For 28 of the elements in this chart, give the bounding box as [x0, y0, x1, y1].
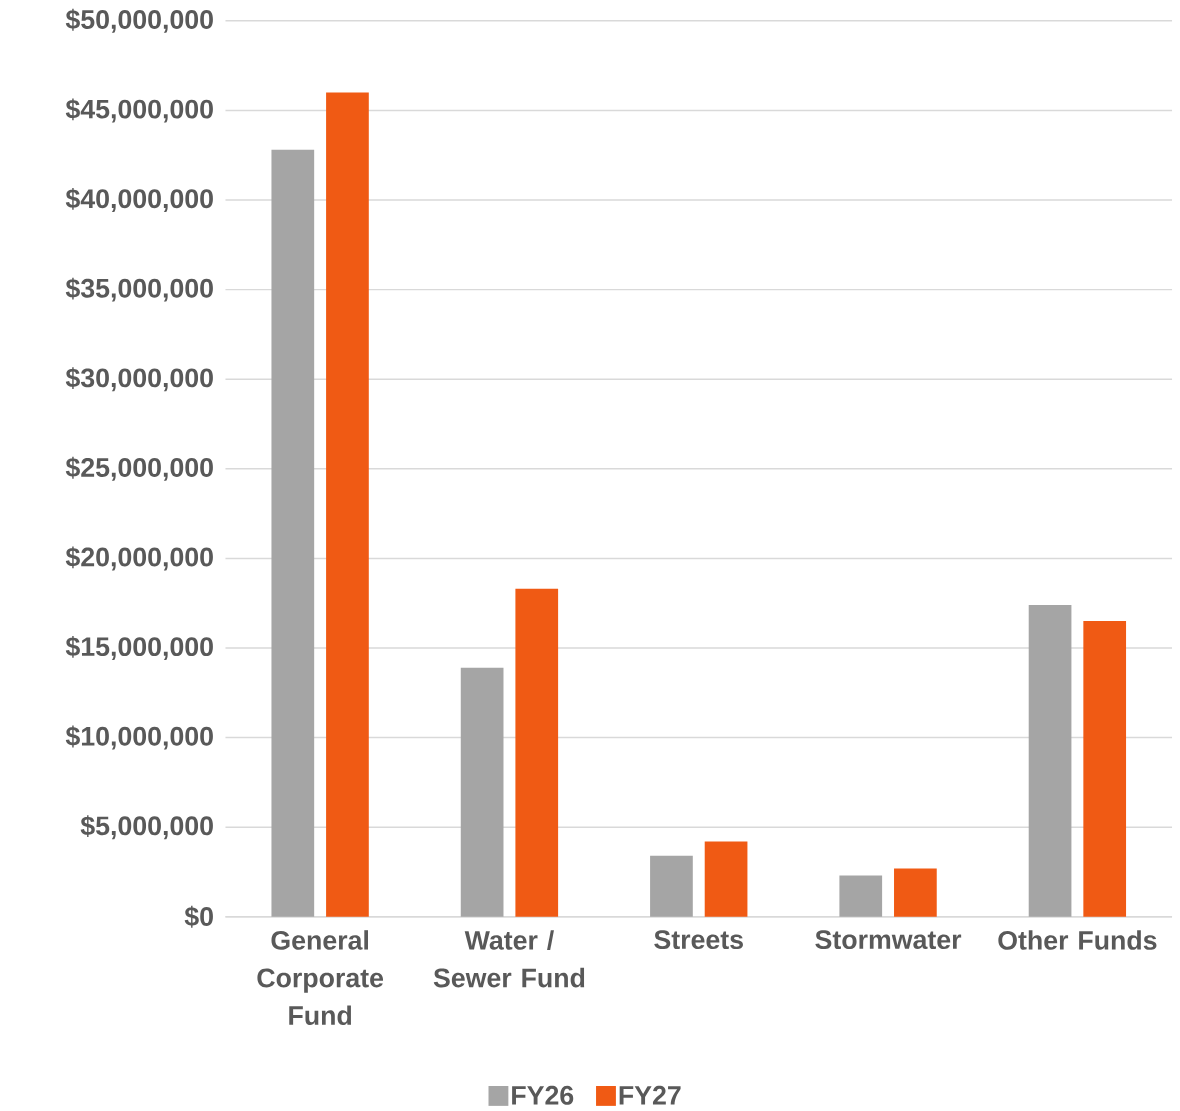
x-tick-label: Other Funds	[998, 929, 1157, 950]
bar	[460, 667, 504, 917]
legend-label: FY27	[619, 1085, 681, 1105]
y-tick-label: $0	[184, 905, 213, 928]
bar	[1083, 620, 1127, 917]
x-tick-label: Streets	[654, 929, 743, 949]
bar	[515, 588, 559, 917]
bar	[704, 841, 748, 917]
bar	[326, 92, 369, 917]
bar	[894, 868, 937, 917]
y-tick-label: $10,000,000	[65, 725, 213, 750]
legend-label: FY26	[512, 1085, 574, 1105]
y-tick-label: $35,000,000	[65, 277, 213, 302]
y-tick-label: $20,000,000	[65, 546, 213, 571]
x-tick-label: Water / Sewer Fund	[433, 929, 585, 988]
y-tick-label: $5,000,000	[80, 814, 213, 839]
bar	[1028, 604, 1072, 917]
x-tick-label: General Corporate Fund	[257, 929, 384, 1025]
y-tick-label: $40,000,000	[65, 187, 213, 212]
bar	[650, 855, 693, 917]
y-tick-label: $50,000,000	[65, 8, 213, 33]
y-tick-label: $25,000,000	[65, 456, 213, 481]
y-tick-label: $15,000,000	[65, 635, 213, 660]
y-tick-label: $30,000,000	[65, 367, 213, 391]
x-tick-label: Stormwater	[815, 929, 962, 949]
y-tick-label: $45,000,000	[65, 98, 213, 123]
bar	[271, 149, 315, 917]
bar	[839, 875, 883, 917]
